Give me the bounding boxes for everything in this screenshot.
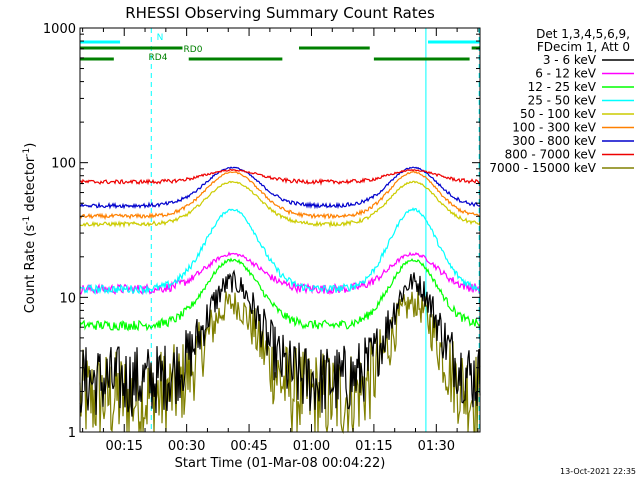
x-tick-label: 00:30 — [168, 439, 205, 454]
legend-header-line2: FDecim 1, Att 0 — [537, 40, 630, 54]
series-line-0 — [79, 269, 481, 417]
legend-label: 3 - 6 keV — [543, 53, 597, 67]
flag-label-rd4: RD4 — [149, 53, 168, 63]
legend-label: 300 - 800 keV — [512, 134, 596, 148]
x-tick-label: 01:30 — [418, 439, 455, 454]
data-layer: N RD0 RD4 — [79, 28, 481, 435]
flag-label-rd0: RD0 — [184, 45, 203, 55]
series-line-2 — [79, 257, 481, 332]
y-axis-label-end: ) — [23, 143, 38, 148]
series-line-8 — [79, 290, 481, 435]
y-axis-label: Count Rate (s-1 detector-1) — [22, 143, 38, 314]
y-tick-label: 1 — [68, 426, 76, 441]
chart-title: RHESSI Observing Summary Count Rates — [125, 4, 435, 22]
series-line-5 — [79, 170, 481, 221]
y-tick-label: 10 — [59, 291, 76, 306]
plot-frame — [79, 27, 481, 433]
series-line-3 — [79, 207, 481, 296]
x-tick-label: 00:45 — [230, 439, 267, 454]
series-line-6 — [79, 166, 481, 210]
legend-label: 6 - 12 keV — [535, 67, 597, 81]
legend-header-line1: Det 1,3,4,5,6,9, — [536, 27, 630, 41]
flag-label-n: N — [157, 33, 164, 43]
y-axis-label-sup1: -1 — [22, 216, 32, 225]
x-tick-label: 00:15 — [105, 439, 142, 454]
legend-label: 12 - 25 keV — [528, 80, 597, 94]
legend-label: 7000 - 15000 keV — [489, 161, 596, 175]
x-axis-label: Start Time (01-Mar-08 00:04:22) — [175, 456, 386, 471]
y-axis-label-sup2: -1 — [22, 148, 32, 157]
series-line-7 — [79, 168, 481, 186]
footer-timestamp: 13-Oct-2021 22:35 — [560, 467, 636, 476]
legend-label: 25 - 50 keV — [528, 94, 597, 108]
axes-layer: 1 10 100 1000 00:15 00:30 00:45 01:00 01:15 01:30 — [43, 22, 481, 454]
y-tick-label: 1000 — [43, 22, 76, 37]
y-tick-label: 100 — [51, 157, 76, 172]
legend-label: 50 - 100 keV — [520, 107, 597, 121]
y-axis-label-main: Count Rate (s — [23, 225, 38, 314]
y-axis-label-mid: detector — [23, 156, 38, 216]
legend-label: 800 - 7000 keV — [505, 148, 597, 162]
legend-label: 100 - 300 keV — [512, 121, 596, 135]
series-line-4 — [79, 180, 481, 229]
x-tick-label: 01:15 — [355, 439, 392, 454]
x-tick-label: 01:00 — [293, 439, 330, 454]
